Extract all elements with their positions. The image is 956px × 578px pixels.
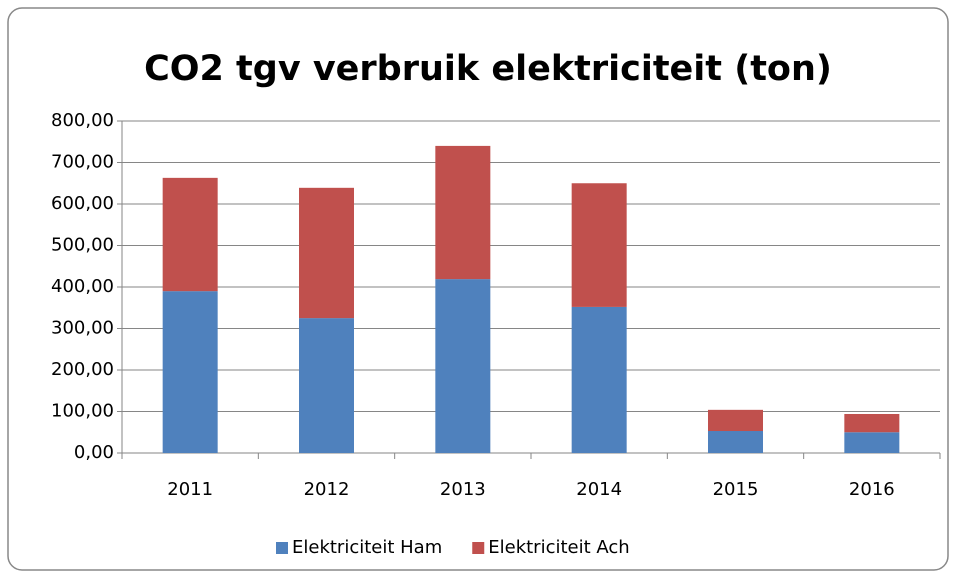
bar [844,432,900,453]
y-tick-label: 300,00 [51,318,114,339]
legend-label: Elektriciteit Ham [292,537,442,558]
y-tick-label: 200,00 [51,359,114,380]
bar [162,291,218,453]
bar [708,431,763,453]
x-tick-label: 2013 [440,479,486,500]
y-tick-label: 400,00 [51,276,114,297]
y-tick-label: 800,00 [51,110,114,131]
y-tick-label: 500,00 [51,235,114,256]
x-tick-label: 2014 [576,479,622,500]
y-tick-label: 0,00 [74,442,114,463]
y-tick-label: 600,00 [51,193,114,214]
legend-swatch [276,542,288,554]
x-tick-label: 2016 [849,479,895,500]
bar [844,413,900,433]
x-tick-label: 2011 [167,479,213,500]
y-tick-label: 700,00 [51,152,114,173]
legend-swatch [472,542,485,554]
bar [299,318,354,453]
bar [299,187,354,319]
chart-title: CO2 tgv verbruik elektriciteit (ton) [144,49,832,89]
bar [162,177,218,292]
bar [435,145,491,280]
bar [571,183,627,307]
bar [571,306,627,453]
x-tick-label: 2015 [713,479,759,500]
bar [435,279,491,453]
x-tick-label: 2012 [304,479,350,500]
bar [708,409,763,432]
y-tick-label: 100,00 [51,401,114,422]
legend-label: Elektriciteit Ach [488,537,629,558]
